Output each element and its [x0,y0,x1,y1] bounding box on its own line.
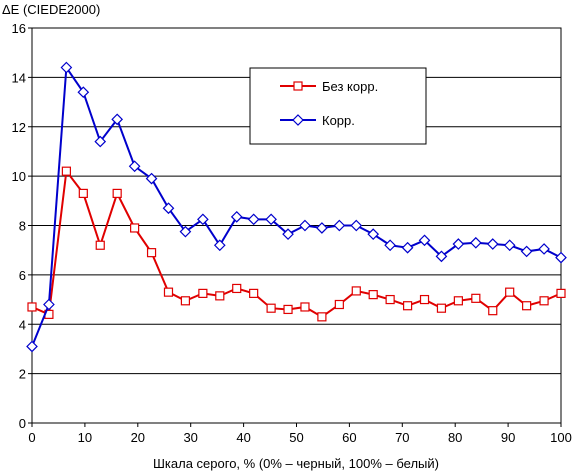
data-point [27,302,37,312]
y-tick-label: 6 [19,268,26,283]
series-layer [26,61,567,353]
data-point [520,245,533,258]
data-point [333,219,346,232]
x-tick-label: 60 [342,430,356,445]
y-tick-label: 14 [12,70,26,85]
data-point [111,113,124,126]
data-point [198,288,208,298]
data-point [385,294,395,305]
data-point [555,251,567,264]
data-point [351,286,361,296]
x-tick-label: 40 [236,430,250,445]
y-tick-label: 4 [19,317,26,332]
data-point [179,225,192,238]
data-point [282,228,294,240]
data-point [77,86,90,99]
y-tick-label: 10 [12,169,26,184]
x-tick-label: 100 [550,430,572,445]
data-point [112,188,122,199]
legend-marker [293,81,303,91]
data-point [78,188,88,199]
data-point [299,219,311,232]
data-point [43,298,55,311]
x-tick-label: 50 [289,430,303,445]
x-tick-label: 70 [395,430,409,445]
data-point [249,288,259,298]
x-tick-labels: 0 10 20 30 40 50 60 70 80 90 100 [28,430,571,445]
data-point [471,293,481,303]
data-point [128,160,141,173]
data-point [418,234,431,247]
x-tick-label: 20 [131,430,145,445]
data-point [247,213,260,226]
legend-label: Без корр. [322,79,378,94]
data-point [26,340,38,353]
data-point [230,211,243,223]
data-point [488,306,498,316]
y-tick-label: 8 [19,219,26,234]
data-point [162,202,175,215]
legend-marker [292,114,304,126]
y-tick-label: 2 [19,367,26,382]
y-tick-label: 0 [19,416,26,431]
data-point [95,240,105,250]
data-point [94,135,107,148]
data-point [503,239,516,252]
data-point [436,303,447,313]
data-point [180,296,191,306]
data-point [556,288,566,298]
y-tick-label: 16 [12,21,26,36]
data-point [522,301,532,311]
data-point [215,291,225,301]
legend-box [249,67,427,145]
data-point [60,61,73,74]
data-point [452,238,465,250]
data-point [265,213,277,226]
y-tick-label: 12 [12,120,26,135]
data-point [350,219,363,232]
x-tick-label: 80 [448,430,462,445]
y-tick-labels: 0 2 4 6 8 10 12 14 16 [12,21,26,431]
legend-label: Корр. [322,113,355,128]
data-point [401,241,414,254]
x-tick-label: 10 [78,430,92,445]
data-point [486,238,499,250]
data-point [283,304,293,315]
series-2 [26,61,567,353]
series-1 [27,166,566,322]
legend: Без корр. Корр. [249,67,427,145]
data-point [384,239,396,252]
data-point [317,312,327,322]
x-axis-title: Шкала серого, % (0% – черный, 100% – бел… [153,456,439,471]
data-point [232,283,242,294]
data-point [266,303,276,313]
axes [28,27,562,427]
x-tick-label: 0 [28,430,35,445]
data-point [419,294,430,305]
data-point [146,248,157,258]
data-point [538,243,550,255]
data-point [368,290,378,300]
x-tick-label: 90 [501,430,515,445]
data-point [316,222,328,234]
data-point [130,223,140,233]
data-point [402,301,413,311]
data-point [197,213,209,226]
data-point [435,250,448,263]
data-point [163,287,174,297]
y-axis-title: ΔE (CIEDE2000) [2,2,100,17]
data-point [539,296,549,306]
data-point [145,172,158,185]
x-tick-label: 30 [183,430,197,445]
data-point [453,296,463,306]
data-point [213,239,226,252]
data-point [300,302,310,312]
data-point [505,287,515,297]
data-point [61,166,71,176]
data-point [469,236,482,249]
data-point [334,299,344,310]
data-point [367,228,380,240]
